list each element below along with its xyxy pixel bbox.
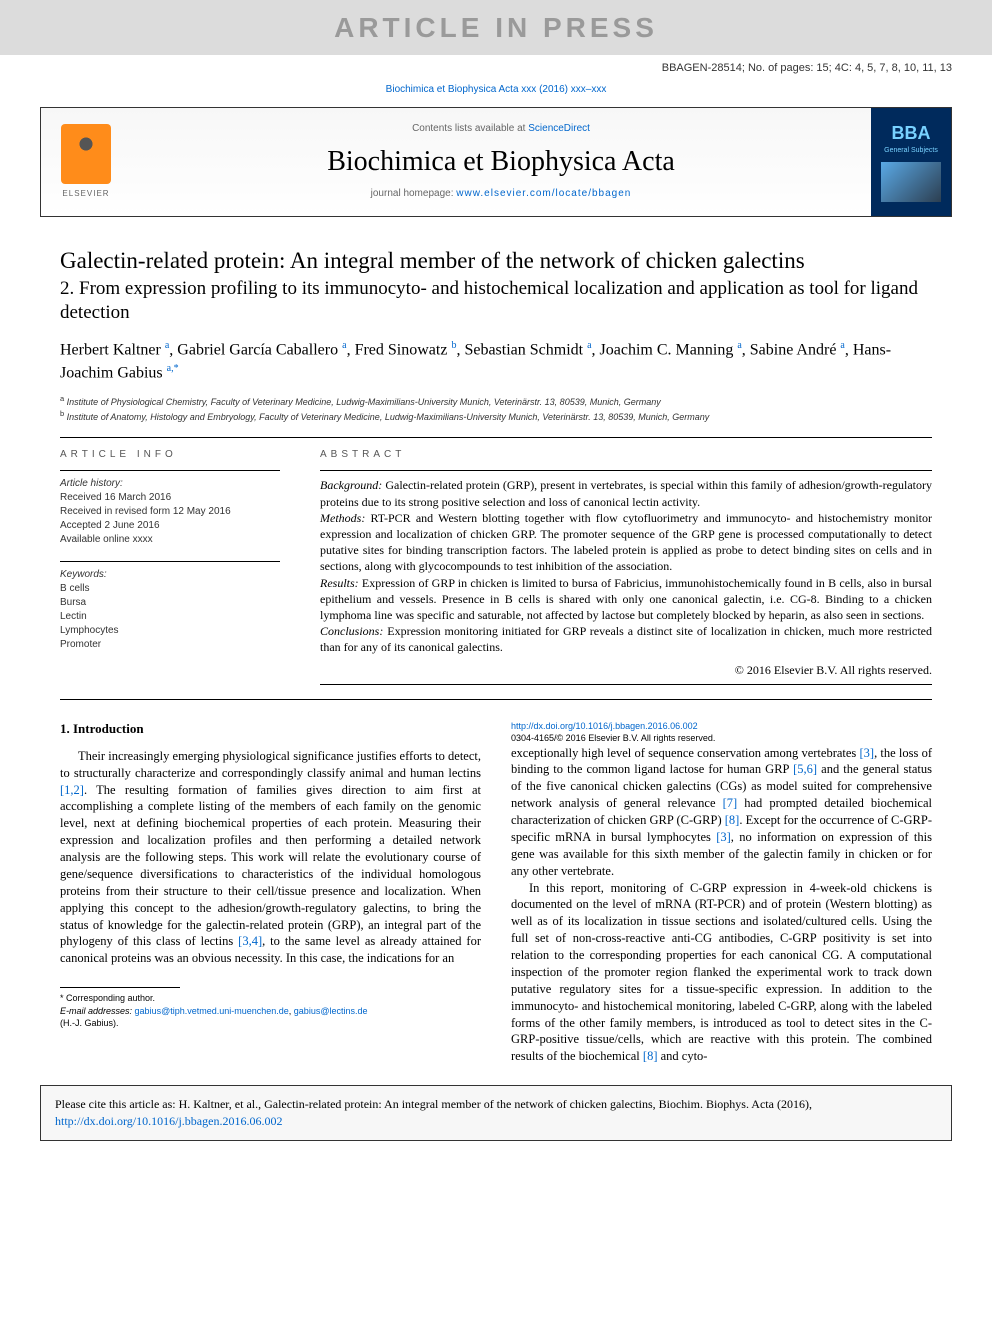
doi-block: http://dx.doi.org/10.1016/j.bbagen.2016.…: [511, 720, 932, 744]
issn-copyright: 0304-4165/© 2016 Elsevier B.V. All right…: [511, 733, 715, 743]
history-line: Accepted 2 June 2016: [60, 519, 280, 533]
abstract-conclusions: Expression monitoring initiated for GRP …: [320, 624, 932, 654]
author-list: Herbert Kaltner a, Gabriel García Caball…: [60, 339, 932, 384]
homepage-line: journal homepage: www.elsevier.com/locat…: [131, 187, 871, 201]
email-person: (H.-J. Gabius).: [60, 1017, 481, 1030]
journal-name: Biochimica et Biophysica Acta: [131, 142, 871, 181]
citation-link[interactable]: [3]: [860, 746, 875, 760]
cover-abbrev: BBA: [892, 121, 931, 146]
article-history-block: Article history: Received 16 March 2016 …: [60, 477, 280, 547]
history-title: Article history:: [60, 477, 280, 491]
elsevier-tree-icon: [61, 124, 111, 184]
citation-link[interactable]: [3,4]: [238, 934, 262, 948]
citation-link[interactable]: [3]: [716, 830, 731, 844]
abstract-text: Background: Galectin-related protein (GR…: [320, 477, 932, 655]
doi-link[interactable]: http://dx.doi.org/10.1016/j.bbagen.2016.…: [511, 721, 698, 731]
abstract-conclusions-label: Conclusions:: [320, 624, 383, 638]
article-info-heading: ARTICLE INFO: [60, 448, 280, 462]
abstract-results: Expression of GRP in chicken is limited …: [320, 576, 932, 622]
journal-banner: ELSEVIER Contents lists available at Sci…: [40, 107, 952, 217]
abstract-background: Galectin-related protein (GRP), present …: [320, 478, 932, 508]
divider: [320, 684, 932, 685]
abstract-results-label: Results:: [320, 576, 359, 590]
article-in-press-watermark: ARTICLE IN PRESS: [0, 0, 992, 55]
document-id-line: BBAGEN-28514; No. of pages: 15; 4C: 4, 5…: [0, 55, 992, 78]
homepage-prefix: journal homepage:: [371, 188, 457, 199]
email-link[interactable]: gabius@lectins.de: [294, 1006, 368, 1016]
corresponding-author: * Corresponding author.: [60, 992, 481, 1005]
footnotes-block: * Corresponding author. E-mail addresses…: [60, 987, 481, 1030]
introduction-heading: 1. Introduction: [60, 720, 481, 738]
abstract-methods-label: Methods:: [320, 511, 365, 525]
keyword: Bursa: [60, 596, 280, 610]
publisher-name: ELSEVIER: [62, 188, 109, 199]
keywords-title: Keywords:: [60, 568, 280, 582]
affiliation-line: b Institute of Anatomy, Histology and Em…: [60, 409, 932, 424]
keywords-block: Keywords: B cells Bursa Lectin Lymphocyt…: [60, 568, 280, 652]
affiliation-line: a Institute of Physiological Chemistry, …: [60, 394, 932, 409]
citation-link[interactable]: [7]: [723, 796, 738, 810]
divider: [60, 699, 932, 700]
article-subtitle: 2. From expression profiling to its immu…: [60, 277, 932, 325]
abstract-methods: RT-PCR and Western blotting together wit…: [320, 511, 932, 574]
divider: [60, 437, 932, 438]
keyword: Promoter: [60, 638, 280, 652]
article-title: Galectin-related protein: An integral me…: [60, 247, 932, 276]
email-label: E-mail addresses:: [60, 1006, 132, 1016]
citation-link[interactable]: [8]: [643, 1049, 658, 1063]
journal-cover-thumb: BBA General Subjects: [871, 108, 951, 216]
body-two-column: 1. Introduction Their increasingly emerg…: [60, 720, 932, 1065]
history-line: Received 16 March 2016: [60, 491, 280, 505]
abstract-copyright: © 2016 Elsevier B.V. All rights reserved…: [320, 662, 932, 679]
intro-text: In this report, monitoring of C-GRP expr…: [511, 881, 932, 1064]
publisher-logo-cell: ELSEVIER: [41, 108, 131, 216]
email-line: E-mail addresses: gabius@tiph.vetmed.uni…: [60, 1005, 481, 1018]
citation-link[interactable]: [5,6]: [793, 762, 817, 776]
cover-subject: General Subjects: [884, 146, 938, 156]
journal-reference-link[interactable]: Biochimica et Biophysica Acta xxx (2016)…: [386, 84, 607, 95]
history-line: Available online xxxx: [60, 533, 280, 547]
keyword: Lectin: [60, 610, 280, 624]
email-link[interactable]: gabius@tiph.vetmed.uni-muenchen.de: [135, 1006, 289, 1016]
abstract-column: ABSTRACT Background: Galectin-related pr…: [320, 448, 932, 685]
abstract-heading: ABSTRACT: [320, 448, 932, 462]
footnote-rule: [60, 987, 180, 988]
homepage-link[interactable]: www.elsevier.com/locate/bbagen: [456, 188, 631, 199]
journal-reference: Biochimica et Biophysica Acta xxx (2016)…: [0, 79, 992, 107]
intro-paragraph-3: In this report, monitoring of C-GRP expr…: [511, 880, 932, 1066]
keyword: B cells: [60, 582, 280, 596]
banner-center: Contents lists available at ScienceDirec…: [131, 108, 871, 216]
cite-doi-link[interactable]: http://dx.doi.org/10.1016/j.bbagen.2016.…: [55, 1114, 282, 1128]
intro-text: . The resulting formation of families gi…: [60, 783, 481, 949]
keyword: Lymphocytes: [60, 624, 280, 638]
divider: [60, 561, 280, 562]
citation-link[interactable]: [1,2]: [60, 783, 84, 797]
intro-text: and cyto-: [657, 1049, 707, 1063]
history-line: Received in revised form 12 May 2016: [60, 505, 280, 519]
citation-link[interactable]: [8]: [725, 813, 740, 827]
article-info-column: ARTICLE INFO Article history: Received 1…: [60, 448, 280, 685]
sciencedirect-link[interactable]: ScienceDirect: [528, 123, 590, 134]
contents-prefix: Contents lists available at: [412, 123, 528, 134]
intro-paragraph-2: exceptionally high level of sequence con…: [511, 745, 932, 880]
intro-text: exceptionally high level of sequence con…: [511, 746, 860, 760]
intro-paragraph-1: Their increasingly emerging physiologica…: [60, 748, 481, 967]
cite-text: Please cite this article as: H. Kaltner,…: [55, 1097, 812, 1111]
intro-text: Their increasingly emerging physiologica…: [60, 749, 481, 780]
divider: [320, 470, 932, 471]
affiliations: a Institute of Physiological Chemistry, …: [60, 394, 932, 423]
please-cite-box: Please cite this article as: H. Kaltner,…: [40, 1085, 952, 1141]
divider: [60, 470, 280, 471]
cover-art-icon: [881, 162, 941, 202]
abstract-background-label: Background:: [320, 478, 382, 492]
contents-lists-line: Contents lists available at ScienceDirec…: [131, 122, 871, 136]
